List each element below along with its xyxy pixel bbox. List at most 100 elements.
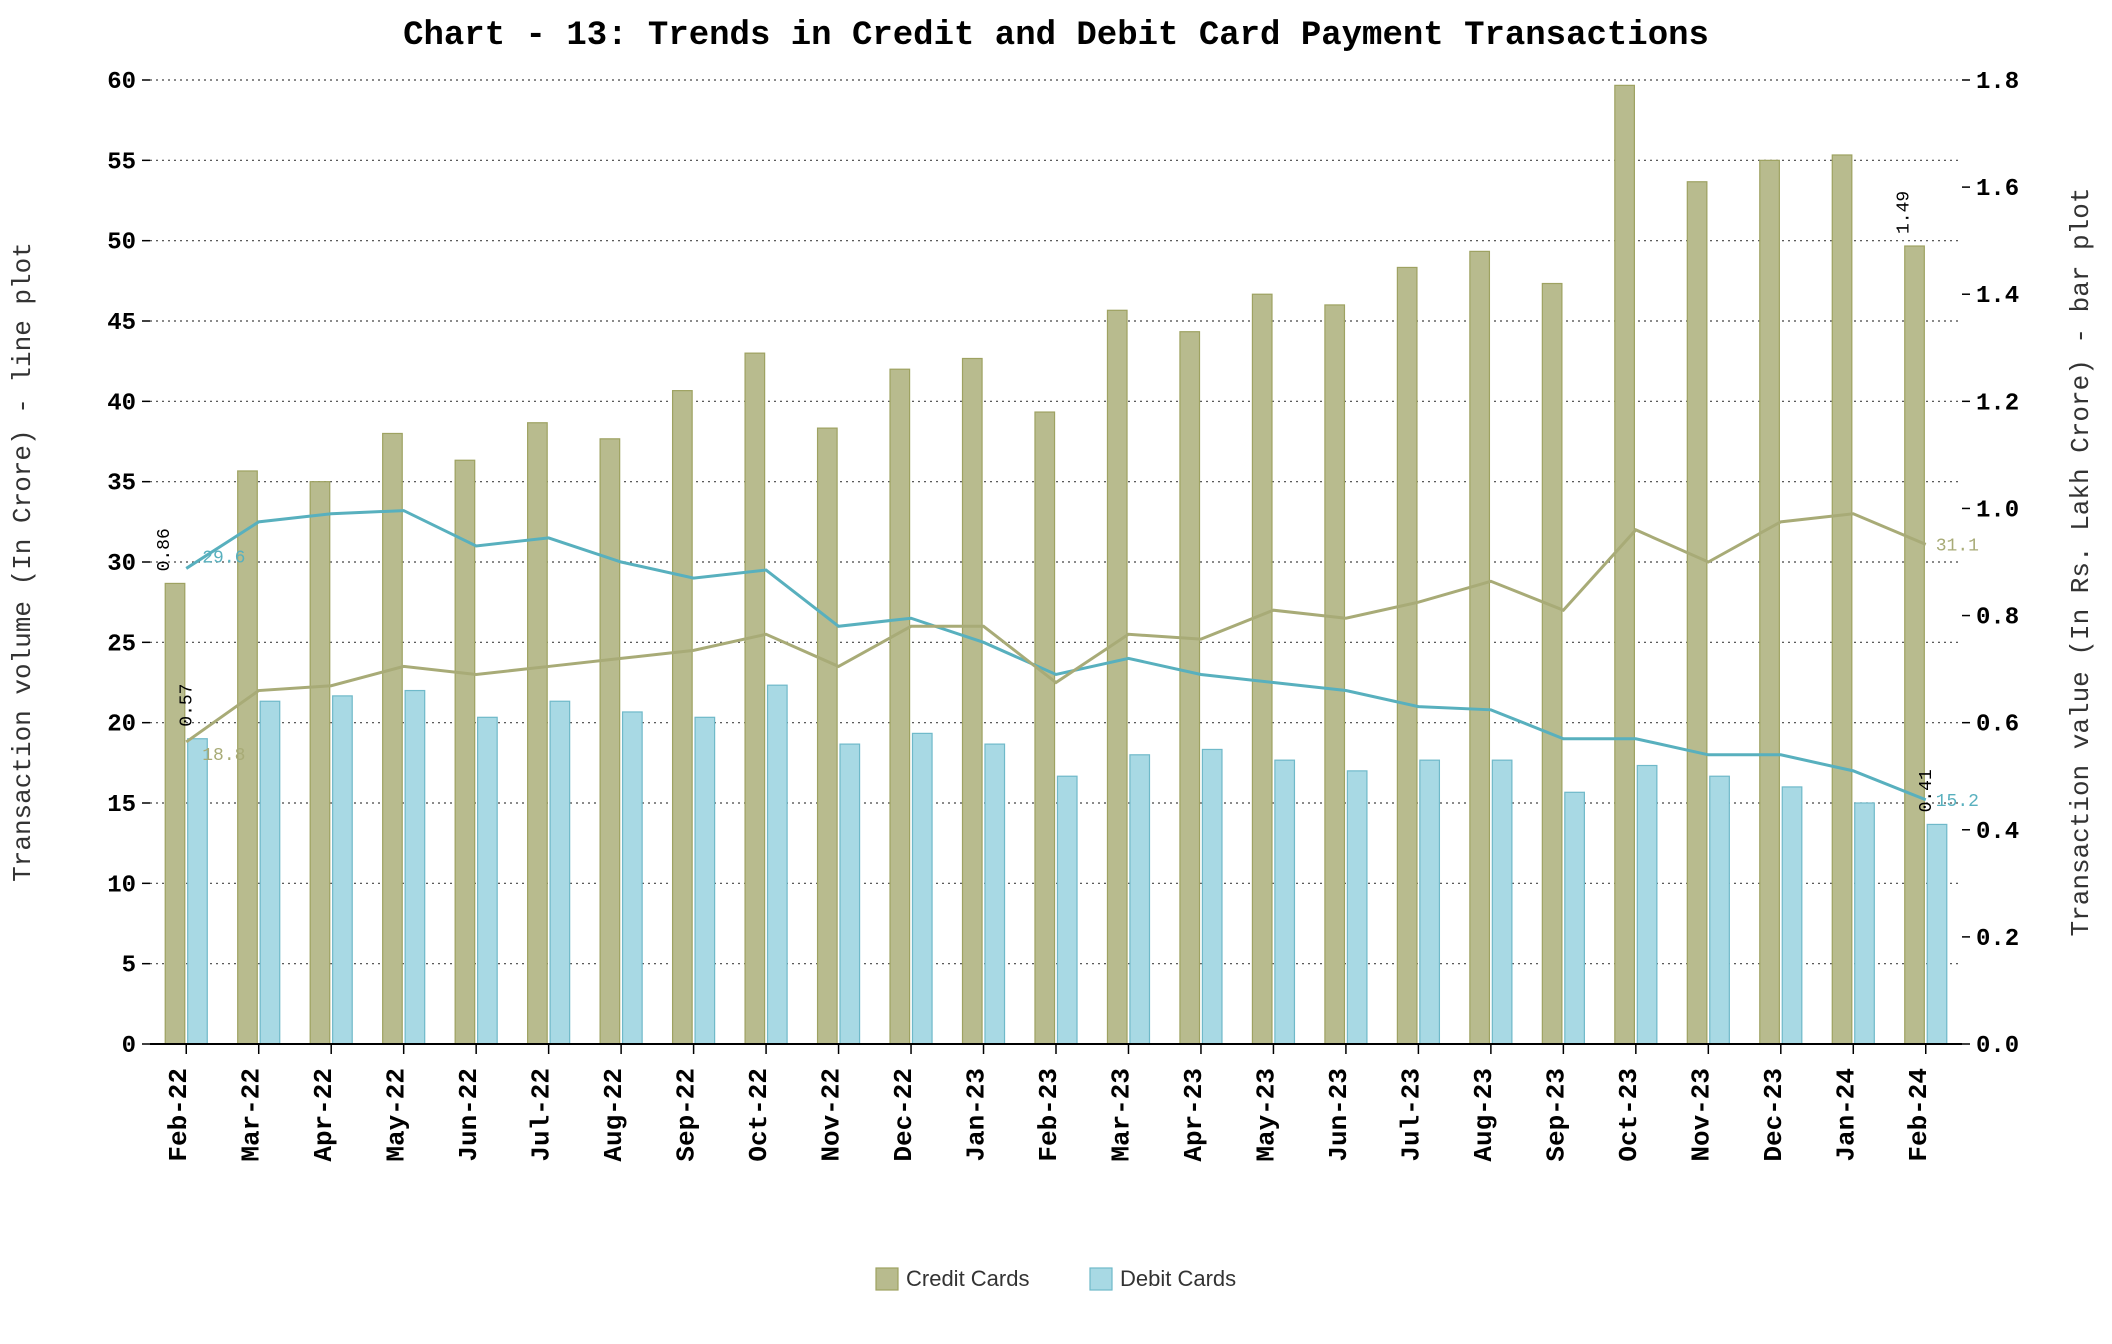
debit-bar [1927, 824, 1947, 1044]
debit-bar [912, 733, 932, 1044]
y-right-tick: 1.8 [1976, 69, 2019, 96]
x-tick-label: Jul-23 [1396, 1068, 1426, 1162]
chart-container: Chart - 13: Trends in Credit and Debit C… [0, 0, 2112, 1344]
debit-bar [1347, 771, 1367, 1044]
credit-bar [165, 583, 185, 1044]
credit-bar [1180, 332, 1200, 1044]
y-right-tick: 0.8 [1976, 605, 2019, 632]
debit-bar [550, 701, 570, 1044]
x-tick-label: Sep-22 [672, 1068, 702, 1162]
x-tick-label: Nov-23 [1686, 1068, 1716, 1162]
credit-bar [890, 369, 910, 1044]
debit-bar [1202, 749, 1222, 1044]
debit-bar [1275, 760, 1295, 1044]
debit-bar [1782, 787, 1802, 1044]
x-tick-label: Oct-22 [744, 1068, 774, 1162]
x-tick-label: Aug-23 [1469, 1068, 1499, 1162]
credit-bar [1687, 182, 1707, 1044]
credit-bar [600, 439, 620, 1044]
x-tick-label: Apr-23 [1179, 1068, 1209, 1162]
debit-bar [768, 685, 788, 1044]
credit-bar [673, 391, 693, 1044]
y-left-tick: 30 [107, 551, 136, 578]
credit-bar [1325, 305, 1345, 1044]
credit-bar [1252, 294, 1272, 1044]
credit-bar [818, 428, 838, 1044]
annotation: 15.2 [1936, 792, 1979, 812]
credit-bar [1397, 267, 1417, 1044]
y-left-tick: 5 [122, 953, 136, 980]
debit-bar [333, 696, 353, 1044]
debit-bar [1565, 792, 1585, 1044]
y-right-tick: 0.6 [1976, 712, 2019, 739]
y-right-label: Transaction value (In Rs. Lakh Crore) - … [2066, 188, 2096, 937]
legend-label: Debit Cards [1120, 1266, 1236, 1291]
credit-bar [1107, 310, 1127, 1044]
y-right-tick: 0.0 [1976, 1033, 2019, 1060]
x-tick-label: Feb-24 [1904, 1068, 1934, 1162]
y-left-label: Transaction volume (In Crore) - line plo… [8, 242, 38, 882]
x-tick-label: Feb-22 [164, 1068, 194, 1162]
y-left-tick: 0 [122, 1033, 136, 1060]
annotation: 18.8 [202, 746, 245, 766]
x-tick-label: Dec-23 [1759, 1068, 1789, 1162]
y-left-tick: 50 [107, 230, 136, 257]
chart-title: Chart - 13: Trends in Credit and Debit C… [403, 17, 1709, 55]
y-right-tick: 1.4 [1976, 283, 2019, 310]
credit-bar [745, 353, 765, 1044]
debit-bar [623, 712, 643, 1044]
debit-bar [405, 691, 425, 1044]
y-right-tick: 1.6 [1976, 176, 2019, 203]
x-tick-label: Dec-22 [889, 1068, 919, 1162]
x-tick-label: Sep-23 [1541, 1068, 1571, 1162]
credit-bar [1832, 155, 1852, 1044]
legend-swatch [1090, 1268, 1112, 1290]
x-tick-label: Aug-22 [599, 1068, 629, 1162]
credit-bar [1760, 160, 1780, 1044]
annotation: 0.86 [155, 528, 175, 571]
annotation: 0.41 [1917, 769, 1937, 812]
debit-bar [1492, 760, 1512, 1044]
y-right-tick: 1.2 [1976, 390, 2019, 417]
legend-swatch [876, 1268, 898, 1290]
x-tick-label: Oct-23 [1614, 1068, 1644, 1162]
x-tick-label: Jan-24 [1831, 1068, 1861, 1162]
credit-bar [963, 358, 983, 1044]
credit-bar [1470, 251, 1490, 1044]
y-left-tick: 40 [107, 390, 136, 417]
debit-bar [188, 739, 208, 1044]
x-tick-label: Jun-22 [454, 1068, 484, 1162]
y-left-tick: 10 [107, 872, 136, 899]
y-right-tick: 0.4 [1976, 819, 2019, 846]
y-left-tick: 35 [107, 471, 136, 498]
annotation: 1.49 [1895, 191, 1915, 234]
y-left-tick: 20 [107, 712, 136, 739]
credit-bar [1905, 246, 1925, 1044]
x-tick-label: Jun-23 [1324, 1068, 1354, 1162]
x-tick-label: Feb-23 [1034, 1068, 1064, 1162]
x-tick-label: Jul-22 [527, 1068, 557, 1162]
debit-bar [260, 701, 280, 1044]
credit-bar [455, 460, 475, 1044]
y-left-tick: 55 [107, 149, 136, 176]
x-tick-label: Apr-22 [309, 1068, 339, 1162]
debit-bar [478, 717, 498, 1044]
annotation: 29.6 [202, 548, 245, 568]
y-left-tick: 15 [107, 792, 136, 819]
debit-bar [1855, 803, 1875, 1044]
debit-bar [1420, 760, 1440, 1044]
debit-bar [840, 744, 860, 1044]
x-tick-label: Nov-22 [817, 1068, 847, 1162]
y-right-tick: 1.0 [1976, 497, 2019, 524]
annotation: 0.57 [177, 684, 197, 727]
x-tick-label: Mar-22 [237, 1068, 267, 1162]
debit-bar [1130, 755, 1150, 1044]
debit-bar [985, 744, 1005, 1044]
credit-bar [383, 433, 403, 1044]
y-left-tick: 25 [107, 631, 136, 658]
debit-bar [695, 717, 715, 1044]
x-tick-label: May-23 [1251, 1068, 1281, 1162]
credit-bar [1035, 412, 1055, 1044]
annotation: 31.1 [1936, 536, 1979, 556]
x-tick-label: May-22 [382, 1068, 412, 1162]
